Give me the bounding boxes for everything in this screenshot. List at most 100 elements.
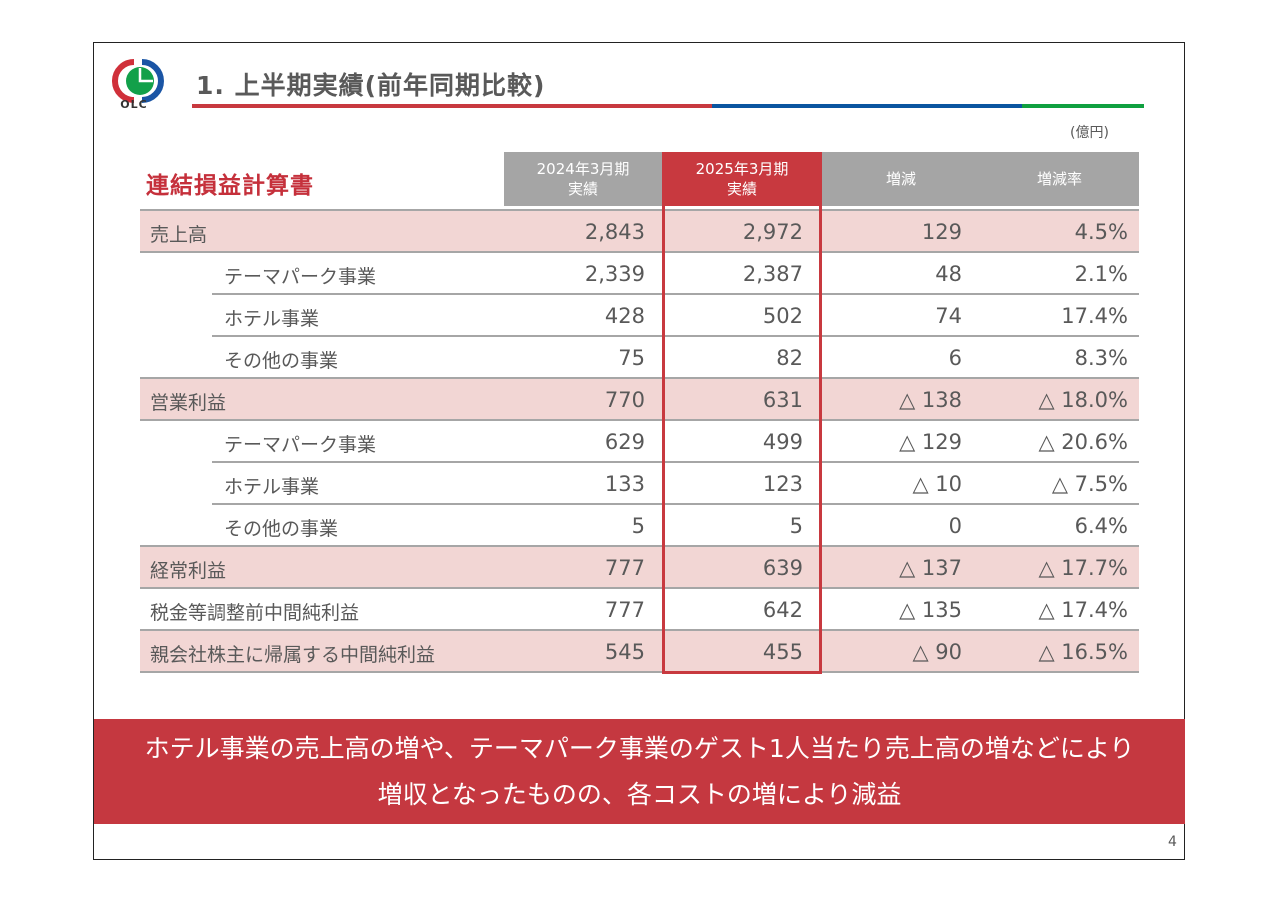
value-2024: 5 — [631, 514, 645, 538]
row-label: その他の事業 — [224, 518, 339, 540]
value-2025: 2,972 — [742, 220, 803, 244]
row-divider — [140, 419, 1139, 421]
column-header-rate: 増減率 — [980, 152, 1139, 206]
column-header-diff: 増減 — [822, 152, 980, 206]
column-header-line1: 増減 — [885, 170, 916, 188]
table-row: 売上高 2,843 2,972 129 4.5% — [140, 211, 1139, 253]
title-underline-blue — [712, 104, 1022, 108]
value-rate: 4.5% — [1074, 220, 1128, 244]
value-diff: △ 90 — [912, 640, 962, 664]
row-divider — [140, 251, 1139, 253]
column-header-2025: 2025年3月期 実績 — [662, 152, 822, 206]
column-header-2024: 2024年3月期 実績 — [504, 152, 662, 206]
row-divider — [140, 587, 1139, 589]
value-rate: △ 17.7% — [1038, 556, 1128, 580]
value-rate: 2.1% — [1074, 262, 1128, 286]
value-2025: 5 — [789, 514, 803, 538]
value-diff: 129 — [921, 220, 962, 244]
table-row: 親会社株主に帰属する中間純利益 545 455 △ 90 △ 16.5% — [140, 631, 1139, 673]
row-divider — [140, 377, 1139, 379]
value-rate: △ 16.5% — [1038, 640, 1128, 664]
value-diff: 74 — [935, 304, 962, 328]
column-header-line1: 2024年3月期 — [536, 160, 630, 178]
value-rate: △ 7.5% — [1051, 472, 1128, 496]
summary-line-1: ホテル事業の売上高の増や、テーマパーク事業のゲスト1人当たり売上高の増などにより — [144, 733, 1135, 763]
table-row: 税金等調整前中間純利益 777 642 △ 135 △ 17.4% — [140, 589, 1139, 631]
value-2024: 2,843 — [584, 220, 645, 244]
title-underline-red — [192, 104, 712, 108]
value-2025: 502 — [762, 304, 803, 328]
value-diff: △ 137 — [899, 556, 962, 580]
column-header-line2: 実績 — [567, 180, 598, 198]
value-2024: 777 — [604, 556, 645, 580]
table-row: その他の事業 5 5 0 6.4% — [140, 505, 1139, 547]
value-diff: △ 135 — [899, 598, 962, 622]
table-row: その他の事業 75 82 6 8.3% — [140, 337, 1139, 379]
row-label: 営業利益 — [150, 392, 227, 414]
row-divider — [212, 503, 1139, 505]
value-2025: 455 — [762, 640, 803, 664]
value-diff: 48 — [935, 262, 962, 286]
row-label: テーマパーク事業 — [224, 266, 377, 288]
row-label: テーマパーク事業 — [224, 434, 377, 456]
value-rate: 8.3% — [1074, 346, 1128, 370]
value-2024: 545 — [604, 640, 645, 664]
value-2025: 499 — [762, 430, 803, 454]
value-diff: 0 — [948, 514, 962, 538]
column-header-line1: 2025年3月期 — [695, 160, 789, 178]
value-2025: 123 — [762, 472, 803, 496]
value-2024: 770 — [604, 388, 645, 412]
unit-label: (億円) — [1070, 125, 1109, 141]
value-diff: 6 — [948, 346, 962, 370]
row-label: ホテル事業 — [224, 308, 320, 330]
value-diff: △ 138 — [899, 388, 962, 412]
table-row: 経常利益 777 639 △ 137 △ 17.7% — [140, 547, 1139, 589]
value-2025: 642 — [762, 598, 803, 622]
row-label: その他の事業 — [224, 350, 339, 372]
value-2025: 631 — [762, 388, 803, 412]
table-row: ホテル事業 133 123 △ 10 △ 7.5% — [140, 463, 1139, 505]
row-label: 売上高 — [150, 224, 208, 246]
row-divider — [140, 629, 1139, 631]
value-2024: 133 — [604, 472, 645, 496]
value-2024: 629 — [604, 430, 645, 454]
value-2024: 75 — [618, 346, 645, 370]
page-title: 1. 上半期実績(前年同期比較) — [196, 71, 546, 100]
value-rate: 6.4% — [1074, 514, 1128, 538]
olc-logo-icon — [112, 59, 164, 103]
row-divider — [140, 671, 1139, 673]
value-diff: △ 10 — [912, 472, 962, 496]
row-label: ホテル事業 — [224, 476, 320, 498]
table-top-divider — [140, 209, 1139, 211]
title-underline-green — [1022, 104, 1144, 108]
row-divider — [212, 293, 1139, 295]
value-rate: △ 17.4% — [1038, 598, 1128, 622]
row-divider — [212, 335, 1139, 337]
column-header-line1: 増減率 — [1036, 170, 1082, 188]
section-title: 連結損益計算書 — [146, 173, 314, 199]
table-row: テーマパーク事業 629 499 △ 129 △ 20.6% — [140, 421, 1139, 463]
value-2024: 777 — [604, 598, 645, 622]
value-2024: 2,339 — [584, 262, 645, 286]
value-2025: 2,387 — [742, 262, 803, 286]
value-rate: △ 18.0% — [1038, 388, 1128, 412]
value-diff: △ 129 — [899, 430, 962, 454]
table-row: ホテル事業 428 502 74 17.4% — [140, 295, 1139, 337]
row-divider — [212, 461, 1139, 463]
column-header-line2: 実績 — [726, 180, 757, 198]
row-label: 税金等調整前中間純利益 — [150, 602, 360, 624]
value-rate: △ 20.6% — [1038, 430, 1128, 454]
row-divider — [140, 545, 1139, 547]
value-2024: 428 — [604, 304, 645, 328]
value-2025: 82 — [776, 346, 803, 370]
value-2025: 639 — [762, 556, 803, 580]
summary-line-2: 増収となったものの、各コストの増により減益 — [377, 779, 902, 809]
summary-banner: ホテル事業の売上高の増や、テーマパーク事業のゲスト1人当たり売上高の増などにより… — [94, 719, 1185, 824]
table-row: テーマパーク事業 2,339 2,387 48 2.1% — [140, 253, 1139, 295]
row-label: 親会社株主に帰属する中間純利益 — [150, 644, 436, 666]
logo-text: OLC — [120, 98, 148, 111]
value-rate: 17.4% — [1061, 304, 1128, 328]
table-row: 営業利益 770 631 △ 138 △ 18.0% — [140, 379, 1139, 421]
row-label: 経常利益 — [150, 560, 227, 582]
page-number: 4 — [1168, 834, 1177, 850]
